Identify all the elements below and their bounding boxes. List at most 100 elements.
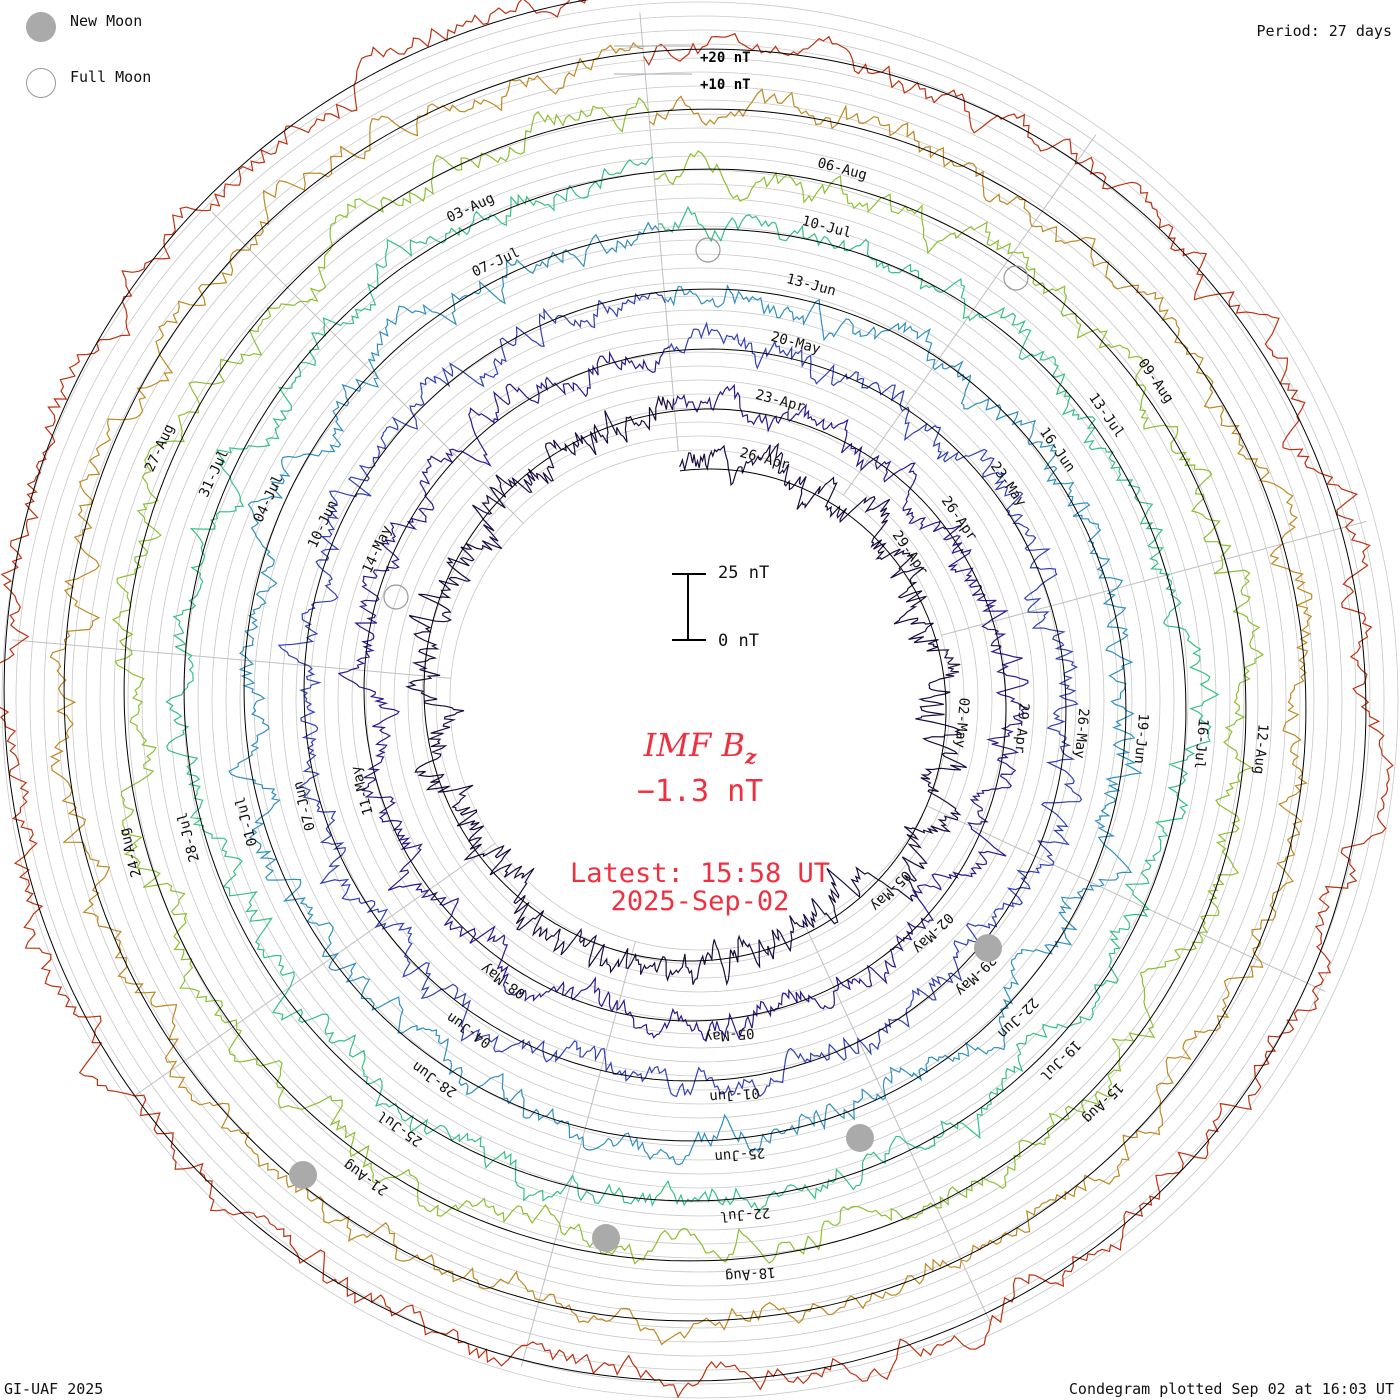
grid-circle bbox=[407, 407, 993, 993]
grid-circle bbox=[323, 323, 1077, 1077]
grid-circle bbox=[211, 211, 1189, 1189]
zero-line-turn-4 bbox=[243, 231, 1127, 1142]
latest-time: Latest: 15:58 UT bbox=[569, 858, 831, 889]
full-moon-label: Full Moon bbox=[70, 68, 152, 86]
date-label: 18-Aug bbox=[724, 1264, 776, 1284]
date-label: 01-Jun bbox=[709, 1084, 761, 1104]
grid-circle bbox=[421, 421, 979, 979]
grid-circle bbox=[197, 197, 1203, 1203]
legend-full-moon: Full Moon bbox=[26, 68, 151, 98]
grid-spoke bbox=[134, 842, 496, 1097]
grid-circle bbox=[43, 43, 1357, 1357]
trace-turn-2 bbox=[337, 346, 1029, 1043]
trace-turn-4 bbox=[228, 221, 1143, 1166]
grid-circle bbox=[309, 309, 1091, 1091]
zero-line-turn-2 bbox=[363, 350, 1007, 1022]
legend-new-moon: New Moon bbox=[26, 12, 151, 42]
grid-spoke bbox=[941, 520, 1367, 636]
full-moon-marker bbox=[1003, 265, 1029, 291]
period-label: Period: 27 days bbox=[1256, 22, 1392, 40]
full-moon-icon bbox=[26, 68, 56, 98]
chart-title: IMF Bz bbox=[540, 726, 860, 768]
moon-markers bbox=[289, 237, 1029, 1252]
date-label: 16-Jun bbox=[1036, 425, 1078, 476]
grid-spoke bbox=[926, 805, 1326, 993]
footer-credit: GI-UAF 2025 bbox=[4, 1380, 104, 1398]
date-label: 11-May bbox=[348, 764, 377, 817]
grid-spoke bbox=[12, 639, 451, 679]
date-label: 08-May bbox=[478, 960, 529, 1002]
date-label: 21-Aug bbox=[341, 1156, 392, 1198]
date-label: 12-Aug bbox=[1250, 723, 1270, 775]
latest-date: 2025-Sep-02 bbox=[610, 886, 790, 917]
trace-turn-6 bbox=[111, 96, 1265, 1265]
date-label: 04-Jun bbox=[444, 1009, 495, 1051]
date-label: 29-Apr bbox=[1011, 702, 1031, 754]
plus-10-nt-label: +10 nT bbox=[700, 77, 751, 93]
date-label: 27-Aug bbox=[142, 422, 178, 475]
new-moon-label: New Moon bbox=[70, 12, 143, 30]
zero-line-turn-1 bbox=[423, 410, 947, 962]
new-moon-marker bbox=[846, 1124, 874, 1152]
date-label: 19-Jul bbox=[1037, 1037, 1084, 1084]
moon-legend: New Moon Full Moon bbox=[26, 12, 151, 124]
date-label: 24-Aug bbox=[116, 826, 145, 879]
grid-circle bbox=[239, 239, 1161, 1161]
date-label: 13-Jun bbox=[785, 271, 838, 300]
scale-bottom-label: 0 nT bbox=[718, 631, 759, 651]
grid-circle bbox=[155, 155, 1245, 1245]
date-label: 02-May bbox=[951, 697, 971, 749]
trace-turn-3 bbox=[277, 292, 1083, 1098]
footer-plotted: Condegram plotted Sep 02 at 16:03 UT bbox=[1068, 1380, 1394, 1398]
zero-line-turn-6 bbox=[123, 111, 1247, 1262]
trace-turn-1 bbox=[405, 395, 968, 986]
date-label: 16-Jul bbox=[1191, 718, 1211, 770]
zero-reference-circles bbox=[3, 0, 1367, 1382]
grid-circle bbox=[295, 295, 1105, 1105]
grid-circle bbox=[365, 365, 1035, 1035]
date-label: 10-Jun bbox=[305, 498, 341, 551]
date-label: 28-Jun bbox=[409, 1058, 460, 1100]
grid-circle bbox=[127, 127, 1273, 1273]
grid-circle bbox=[141, 141, 1259, 1259]
grid-circle bbox=[267, 267, 1133, 1133]
reference-labels: +20 nT +10 nT bbox=[614, 45, 751, 93]
new-moon-marker bbox=[289, 1161, 317, 1189]
new-moon-marker bbox=[974, 934, 1002, 962]
grid-spoke bbox=[211, 211, 524, 524]
date-label: 22-Jul bbox=[719, 1204, 771, 1224]
grid-circle bbox=[57, 57, 1343, 1343]
grid-circle bbox=[225, 225, 1175, 1175]
scale-bar bbox=[672, 573, 706, 641]
zero-line-turn-8 bbox=[3, 0, 1367, 1382]
date-label: 25-Jun bbox=[714, 1144, 766, 1164]
title-main: IMF B bbox=[643, 726, 745, 764]
zero-line-turn-5 bbox=[183, 171, 1187, 1202]
grid-circle bbox=[449, 449, 951, 951]
date-label: 04-Jul bbox=[251, 472, 287, 525]
plus-20-nt-label: +20 nT bbox=[700, 50, 751, 66]
grid-circle bbox=[281, 281, 1119, 1119]
date-label: 05-May bbox=[703, 1024, 755, 1044]
date-label: 03-Aug bbox=[444, 190, 497, 226]
grid-circle bbox=[99, 99, 1301, 1301]
date-label: 23-May bbox=[987, 459, 1029, 510]
grid-circle bbox=[15, 15, 1385, 1385]
date-label: 23-Apr bbox=[754, 387, 807, 416]
date-label: 06-Aug bbox=[816, 155, 869, 184]
grid-circle bbox=[113, 113, 1287, 1287]
scale-top-label: 25 nT bbox=[718, 563, 770, 583]
grid-circle bbox=[337, 337, 1063, 1063]
zero-line-turn-3 bbox=[303, 291, 1067, 1082]
full-moon-marker bbox=[695, 237, 721, 263]
new-moon-marker bbox=[592, 1224, 620, 1252]
trace-turn-5 bbox=[165, 156, 1220, 1214]
date-label: 07-Jun bbox=[290, 779, 319, 832]
zero-line-turn-7 bbox=[63, 52, 1307, 1322]
grid-circle bbox=[351, 351, 1049, 1049]
trace-turn-7 bbox=[49, 42, 1313, 1346]
